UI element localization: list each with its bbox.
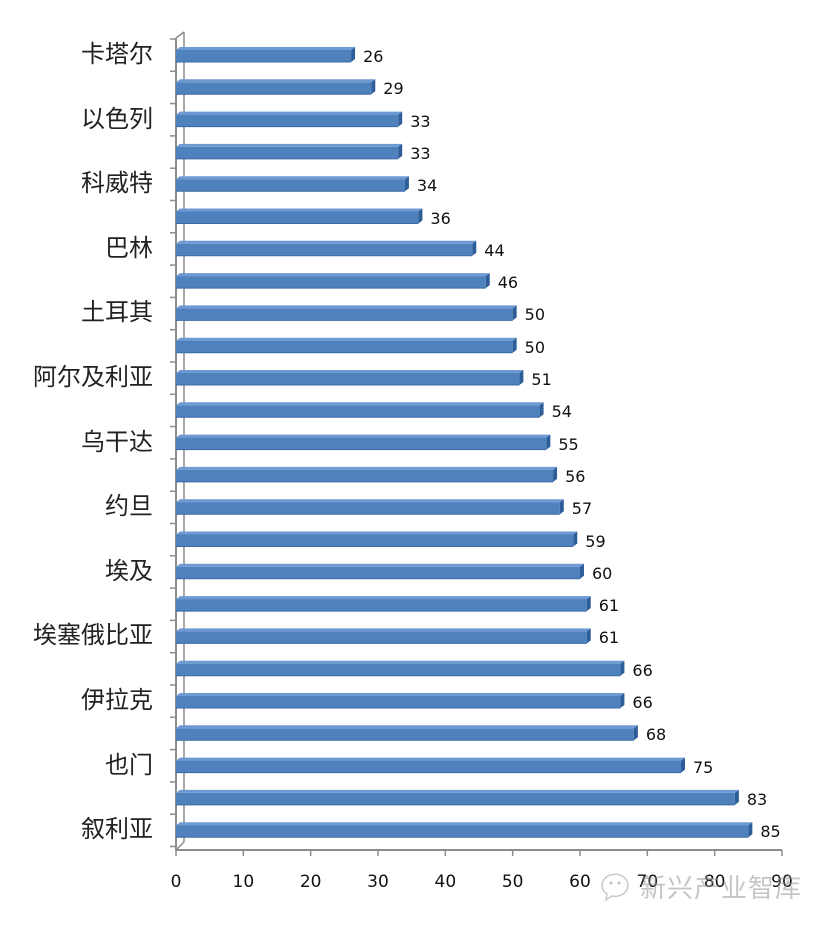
data-label: 85 [760, 822, 781, 842]
category-label: 埃及 [105, 556, 153, 585]
bar [176, 531, 578, 547]
data-label: 26 [363, 47, 384, 66]
x-tick-label: 80 [703, 872, 726, 892]
data-label: 29 [383, 79, 404, 99]
bar [176, 434, 551, 451]
category-label: 伊拉克 [81, 686, 153, 714]
data-label: 66 [632, 693, 653, 712]
bar [176, 337, 517, 354]
axis-corner [175, 31, 185, 39]
wechat-icon [596, 868, 636, 908]
data-label: 51 [531, 370, 552, 389]
category-label: 乌干达 [81, 427, 153, 456]
category-label: 巴林 [105, 233, 153, 262]
bar [176, 305, 517, 321]
x-tick-label: 0 [170, 872, 182, 892]
data-label: 68 [645, 725, 667, 745]
bar [176, 79, 376, 95]
category-label: 叙利亚 [81, 815, 153, 844]
data-label: 55 [558, 434, 579, 454]
category-label: 以色列 [81, 104, 153, 133]
bar [176, 757, 685, 774]
data-label: 66 [632, 660, 653, 680]
bar [176, 208, 423, 224]
data-label: 46 [497, 273, 519, 293]
bar [176, 273, 490, 289]
data-label: 83 [746, 789, 768, 809]
bar [176, 176, 409, 192]
data-label: 60 [592, 563, 613, 583]
bar [176, 660, 625, 677]
data-label: 61 [598, 628, 620, 648]
category-label: 科威特 [81, 169, 153, 198]
watermark-text: 新兴产业智库 [640, 874, 803, 904]
bar [176, 47, 356, 63]
category-label: 也门 [105, 750, 153, 779]
data-label: 44 [484, 240, 505, 260]
data-label: 59 [585, 531, 606, 551]
data-label: 75 [693, 757, 714, 777]
bar [176, 240, 477, 257]
data-label: 34 [416, 176, 438, 196]
category-label: 卡塔尔 [81, 40, 153, 68]
bar [176, 596, 591, 612]
bar [176, 466, 558, 483]
bar [176, 563, 584, 580]
data-label: 54 [551, 402, 572, 422]
category-label: 埃塞俄比亚 [33, 621, 153, 650]
data-label: 36 [430, 208, 451, 228]
bar [176, 789, 739, 806]
data-label: 50 [524, 305, 546, 325]
bar [176, 111, 403, 128]
bar [176, 822, 753, 838]
data-label: 56 [565, 466, 586, 486]
x-tick-label: 60 [569, 872, 591, 892]
category-label: 土耳其 [81, 298, 153, 327]
bar [176, 143, 403, 160]
category-label: 约旦 [105, 492, 153, 521]
x-tick-label: 90 [771, 872, 793, 892]
x-tick-label: 10 [232, 872, 255, 892]
bar [176, 402, 544, 418]
x-tick-label: 40 [434, 872, 457, 892]
x-tick-label: 20 [299, 872, 322, 892]
category-label: 阿尔及利亚 [33, 363, 153, 391]
data-label: 57 [571, 499, 593, 519]
bar [176, 499, 564, 515]
data-label: 61 [598, 596, 620, 616]
x-tick-label: 50 [501, 872, 524, 892]
x-tick-label: 70 [636, 872, 659, 892]
data-label: 50 [524, 337, 546, 357]
bar [176, 693, 625, 709]
bar [176, 370, 524, 386]
data-label: 33 [410, 143, 431, 163]
x-tick-label: 30 [367, 872, 389, 892]
bar [176, 725, 638, 741]
bar [176, 628, 591, 644]
data-label: 33 [410, 111, 431, 131]
axis-corner [175, 841, 185, 851]
